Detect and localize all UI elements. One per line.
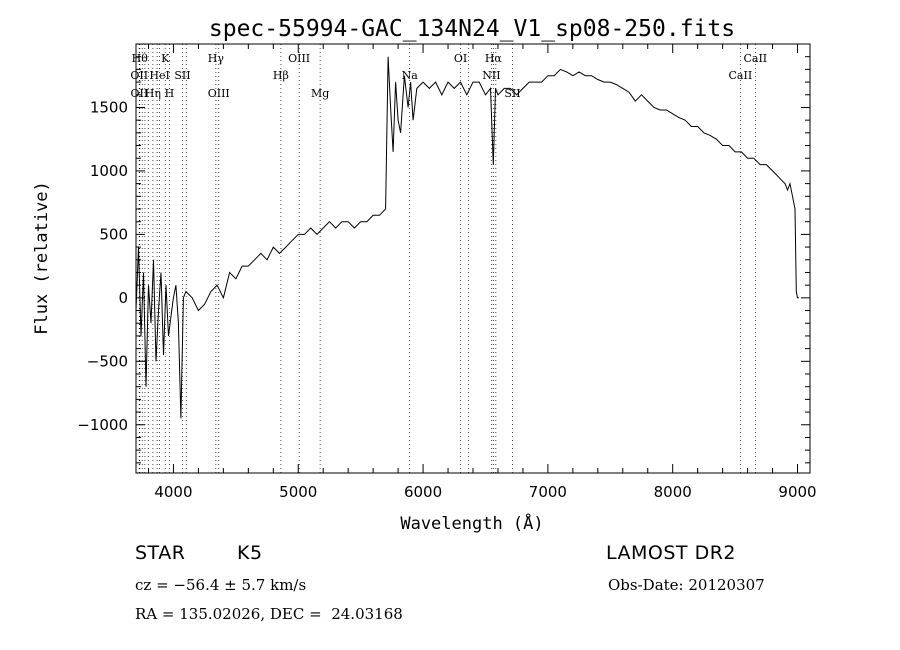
spectrum-series-line	[135, 56, 799, 419]
x-tick-label: 9000	[778, 483, 816, 501]
line-marker-label: OIII	[288, 52, 310, 65]
x-tick-label: 4000	[154, 483, 192, 501]
line-marker-label: K	[161, 52, 170, 65]
y-axis: −1000 −500 0 500 1000 1500	[77, 56, 810, 464]
line-marker-label: CaII	[743, 52, 767, 65]
chart-title: spec-55994-GAC_134N24_V1_sp08-250.fits	[209, 16, 735, 42]
line-marker-label: OII	[131, 87, 149, 100]
object-subclass: K5	[237, 542, 263, 564]
line-marker-label: NII	[482, 69, 500, 82]
line-marker-label: OIII	[208, 87, 230, 100]
x-axis: 4000 5000 6000 7000 8000 9000	[147, 44, 817, 501]
line-marker-label: Mg	[311, 87, 329, 100]
y-tick-label: −500	[87, 352, 128, 370]
line-marker-label: SII	[504, 87, 520, 100]
line-marker-label: OII	[130, 69, 148, 82]
line-marker-label: Hθ	[132, 52, 149, 65]
y-tick-label: 1000	[90, 162, 128, 180]
line-marker-label: Hβ	[273, 69, 289, 82]
y-tick-label: 0	[118, 289, 128, 307]
y-axis-label: Flux (relative)	[32, 181, 52, 335]
x-tick-label: 5000	[279, 483, 317, 501]
line-marker-label: HeI	[149, 69, 169, 82]
line-marker-label: Hα	[485, 52, 503, 65]
survey-name: LAMOST DR2	[606, 542, 736, 564]
obs-date: Obs-Date: 20120307	[608, 576, 765, 594]
line-marker-label: Na	[402, 69, 419, 82]
plot-frame	[135, 43, 811, 474]
y-tick-label: 500	[99, 225, 128, 243]
line-marker-label: Hγ	[208, 52, 225, 65]
x-tick-label: 6000	[404, 483, 442, 501]
y-tick-label: −1000	[77, 416, 128, 434]
x-axis-label: Wavelength (Å)	[400, 512, 543, 534]
line-marker-label: CaII	[729, 69, 753, 82]
coordinates-text: RA = 135.02026, DEC = 24.03168	[135, 605, 403, 623]
line-marker-label: SII	[174, 69, 190, 82]
x-tick-label: 8000	[654, 483, 692, 501]
x-tick-label: 7000	[529, 483, 567, 501]
line-marker-label: OI	[454, 52, 467, 65]
object-class: STAR	[135, 542, 186, 564]
y-tick-label: 1500	[90, 98, 128, 116]
redshift-text: cz = −56.4 ± 5.7 km/s	[135, 576, 307, 594]
line-marker-label: Hη	[145, 87, 161, 100]
line-markers: HθOIIOIIHηHeIKHSIIHγOIIIHβOIIIMgNaOINIIH…	[130, 44, 767, 473]
line-marker-label: H	[165, 87, 175, 100]
